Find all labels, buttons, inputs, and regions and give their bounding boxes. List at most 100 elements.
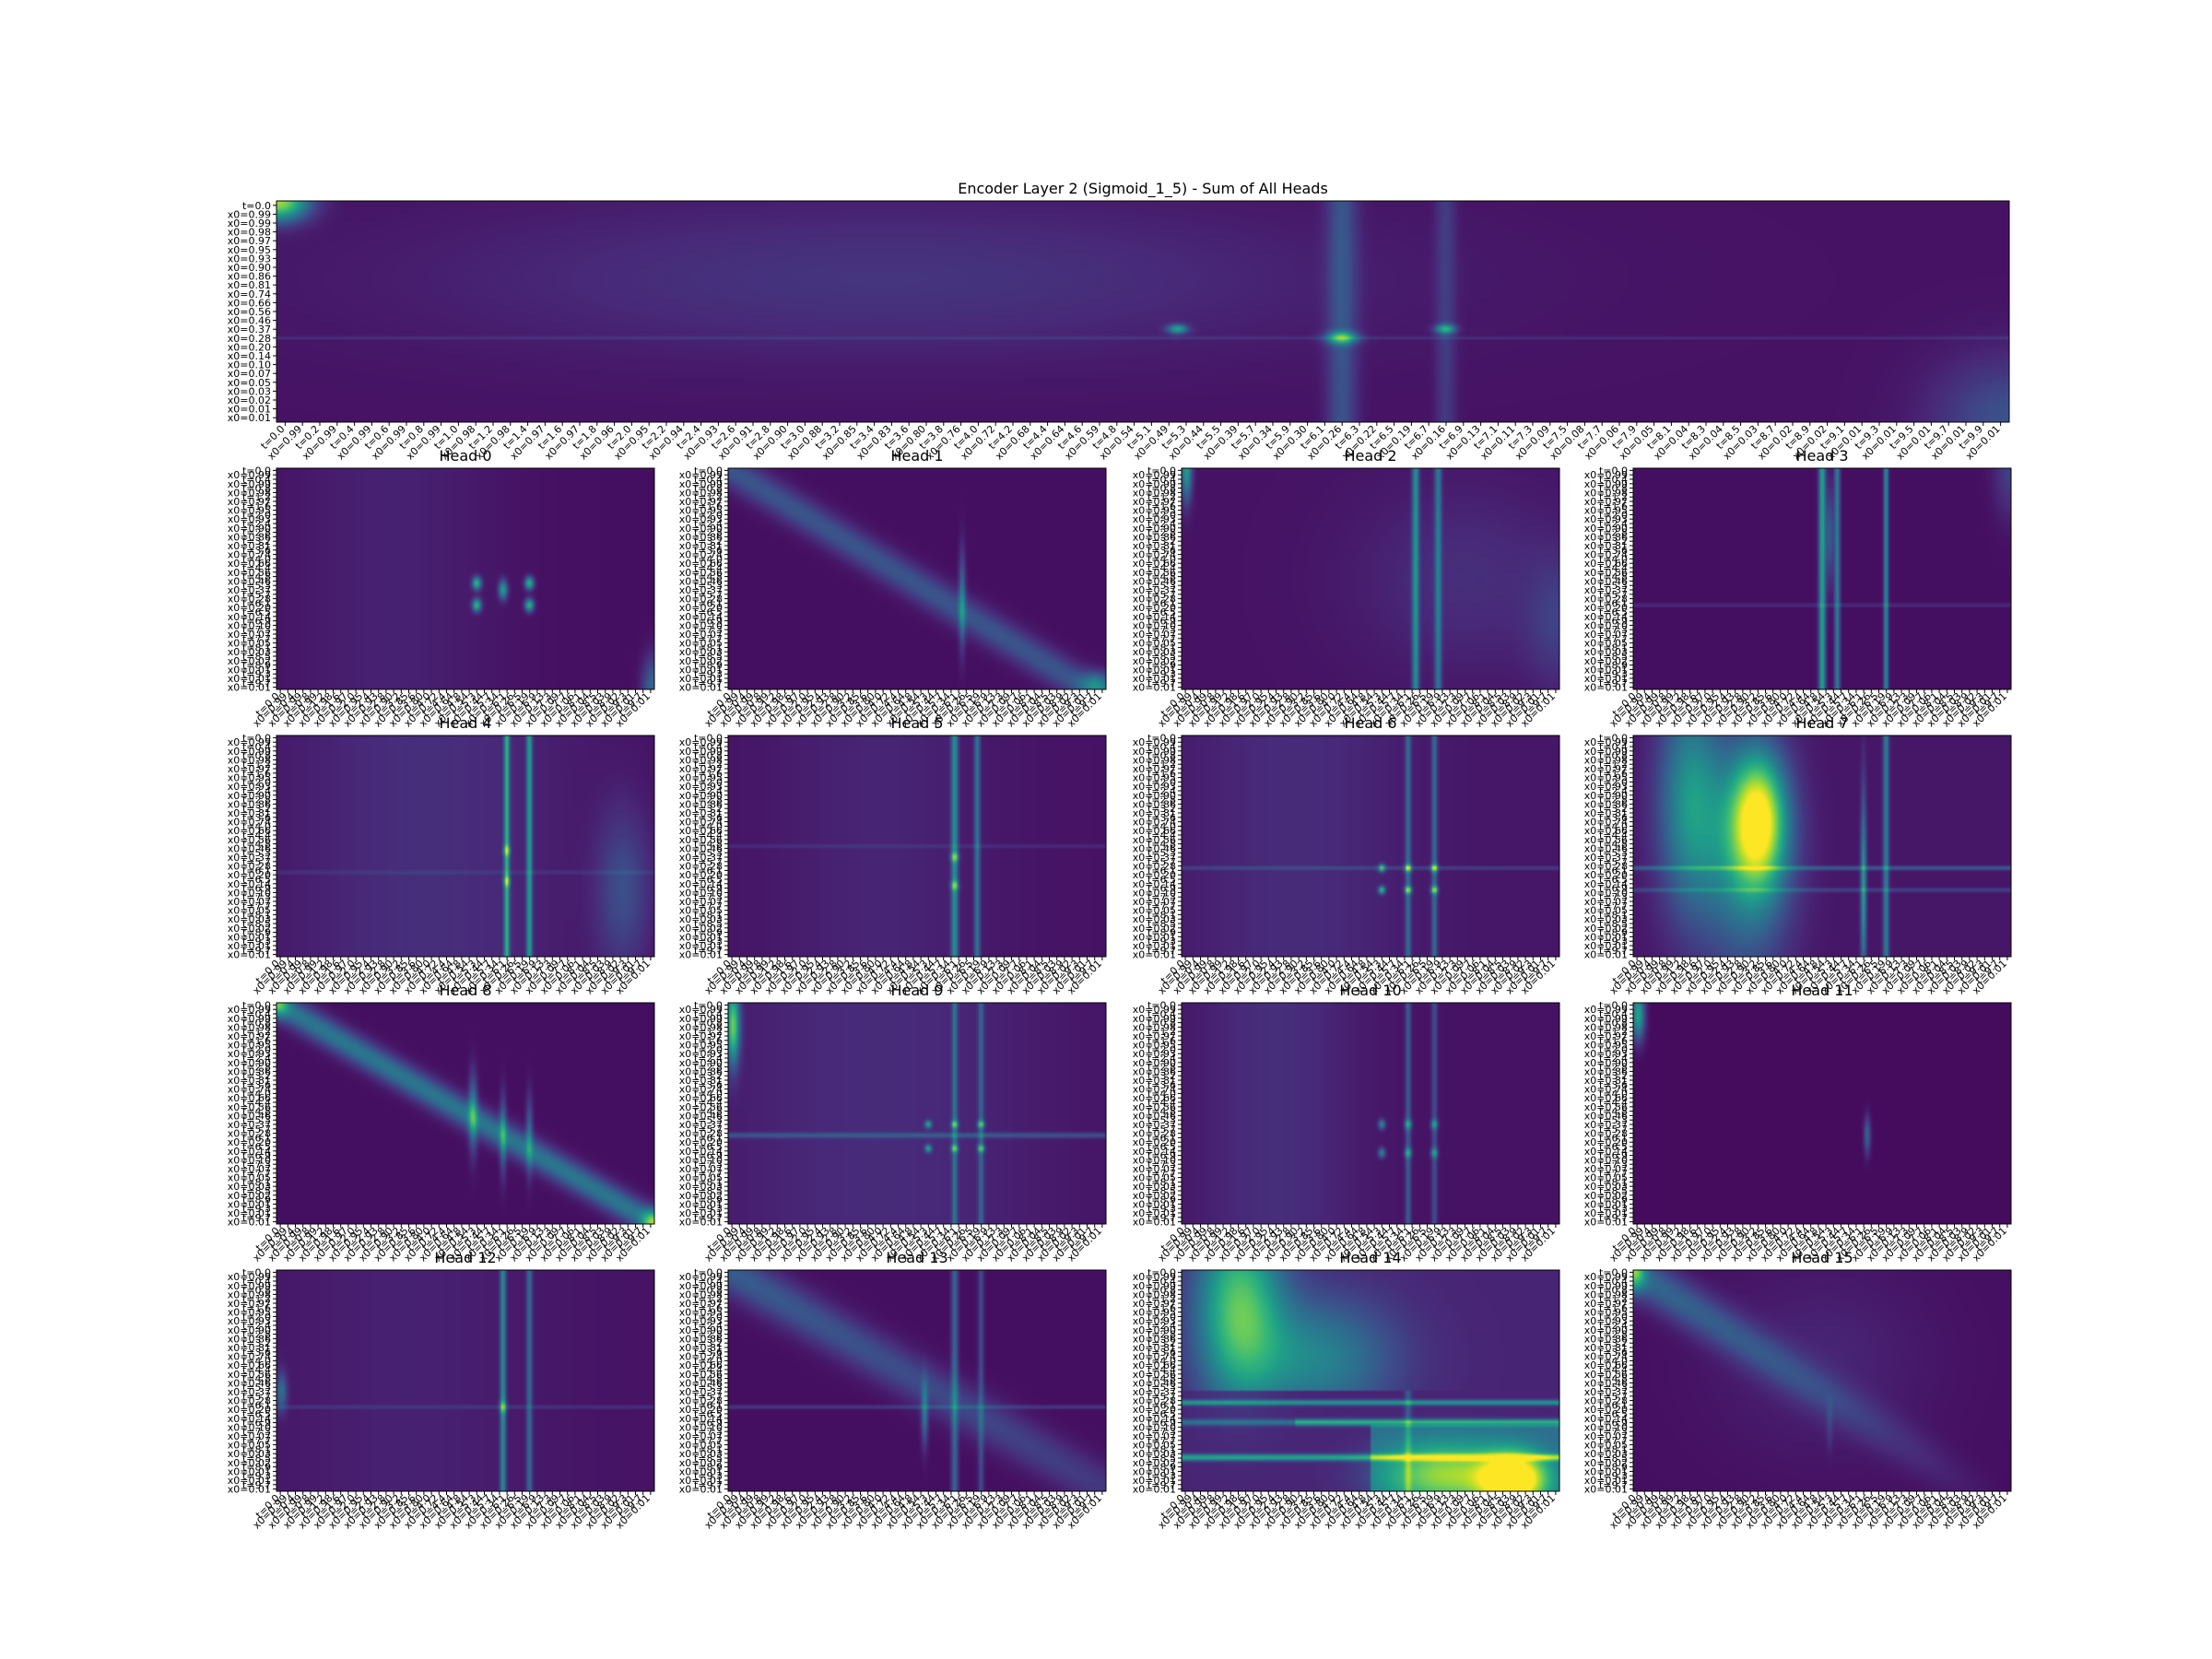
y-tick-label: x0=0.93 [1584, 513, 1628, 525]
panel-title: Head 15 [1791, 1249, 1853, 1266]
y-tick-label: t=9.3 [242, 668, 271, 680]
y-tick-label: x0=0.97 [228, 496, 271, 508]
y-tick-label: x0=0.01 [1584, 682, 1628, 694]
heatmap-image [1182, 735, 1559, 957]
y-tick-label: t=4.4 [1147, 562, 1176, 574]
y-tick-label: t=6.9 [242, 616, 271, 628]
y-tick-label: x0=0.97 [1133, 496, 1176, 508]
y-tick-label: t=3.6 [1147, 545, 1176, 557]
y-tick-label: x0=0.01 [1133, 1484, 1176, 1496]
y-tick-label: t=7.7 [242, 633, 271, 645]
y-tick-label: x0=0.10 [1133, 619, 1176, 631]
y-tick-label: x0=0.93 [679, 513, 723, 525]
heatmap-image [728, 1270, 1106, 1491]
y-tick-label: t=4.8 [242, 571, 271, 583]
y-tick-label: x0=0.28 [1584, 594, 1628, 606]
y-tick-label: x0=0.56 [1584, 567, 1628, 579]
panel-title: Encoder Layer 2 (Sigmoid_1_5) - Sum of A… [958, 180, 1328, 198]
panel-title: Head 2 [1344, 447, 1396, 465]
heatmap-panel-head-7: Head 7 t=0.0x0=0.99t=0.4x0=0.99t=0.8x0=0.… [1584, 714, 2012, 997]
y-tick-label: x0=0.81 [679, 540, 723, 552]
y-tick-label: t=6.9 [1147, 616, 1176, 628]
y-tick-label: x0=0.93 [1133, 513, 1176, 525]
heatmap-image [1182, 468, 1559, 689]
y-tick-label: x0=0.01 [1133, 682, 1176, 694]
y-tick-label: x0=0.01 [228, 682, 271, 694]
y-tick-label: t=7.3 [1147, 624, 1176, 636]
y-tick-label: x0=0.01 [1584, 1217, 1628, 1229]
y-tick-label: x0=0.90 [1584, 523, 1628, 535]
y-tick-label: x0=0.07 [1584, 629, 1628, 641]
y-tick-label: x0=0.95 [679, 505, 723, 517]
y-tick-label: t=6.5 [694, 606, 723, 618]
y-tick-label: x0=0.14 [1584, 611, 1628, 623]
y-tick-label: t=6.1 [694, 597, 723, 609]
y-tick-label: x0=0.99 [228, 208, 271, 220]
y-tick-label: t=0.0 [1599, 465, 1628, 477]
y-tick-label: x0=0.66 [679, 558, 723, 570]
y-tick-label: t=2.0 [242, 509, 271, 521]
y-tick-label: t=4.8 [1147, 571, 1176, 583]
y-tick-label: x0=0.66 [1133, 558, 1176, 570]
y-tick-label: t=2.4 [1147, 518, 1176, 530]
y-tick-label: t=5.3 [694, 580, 723, 592]
y-tick-label: x0=0.01 [228, 1484, 271, 1496]
y-tick-label: t=5.3 [1599, 580, 1628, 592]
heatmap-image [1633, 1003, 2011, 1224]
y-tick-label: t=6.1 [242, 597, 271, 609]
y-tick-label: x0=0.14 [228, 350, 271, 362]
y-tick-label: t=7.7 [1147, 633, 1176, 645]
heatmap-image [728, 735, 1106, 957]
y-tick-label: x0=0.02 [679, 655, 723, 667]
y-axis-ticks: t=0.0x0=0.99t=0.4x0=0.99t=0.8x0=0.98t=1.… [1133, 465, 1182, 694]
heatmap-image [1182, 1003, 1559, 1224]
y-tick-label: t=1.6 [1147, 500, 1176, 512]
y-tick-label: x0=0.99 [1584, 469, 1628, 481]
heatmap-panel-head-14: Head 14 t=0.0x0=0.99t=0.4x0=0.99t=0.8x0=0… [1133, 1249, 1560, 1532]
y-axis-ticks: t=0.0x0=0.99t=0.4x0=0.99t=0.8x0=0.98t=1.… [1584, 732, 1633, 961]
y-tick-label: t=6.1 [1147, 597, 1176, 609]
y-tick-label: t=0.0 [694, 465, 723, 477]
y-tick-label: t=7.7 [1599, 633, 1628, 645]
heatmap-image [276, 1003, 654, 1224]
y-tick-label: x0=0.01 [679, 1217, 723, 1229]
y-tick-label: x0=0.01 [679, 682, 723, 694]
y-tick-label: x0=0.14 [228, 611, 271, 623]
y-tick-label: t=4.4 [694, 562, 723, 574]
y-tick-label: x0=0.28 [228, 333, 271, 345]
y-tick-label: x0=0.20 [679, 602, 723, 614]
y-tick-label: t=2.4 [694, 518, 723, 530]
y-tick-label: t=8.1 [1147, 641, 1176, 653]
y-tick-label: t=0.4 [242, 474, 271, 486]
panel-title: Head 12 [434, 1249, 496, 1266]
y-tick-label: t=9.7 [242, 677, 271, 689]
y-axis-ticks: t=0.0x0=0.99t=0.4x0=0.99t=0.8x0=0.98t=1.… [679, 999, 728, 1229]
y-tick-label: x0=0.90 [679, 523, 723, 535]
y-tick-label: t=8.9 [1599, 660, 1628, 672]
y-tick-label: x0=0.90 [1133, 523, 1176, 535]
y-tick-label: t=7.7 [694, 633, 723, 645]
y-tick-label: x0=0.90 [228, 523, 271, 535]
y-tick-label: x0=0.37 [679, 584, 723, 596]
y-tick-label: t=8.5 [1599, 651, 1628, 663]
y-tick-label: x0=0.01 [228, 404, 271, 416]
y-axis-ticks: t=0.0x0=0.99t=0.4x0=0.99t=0.8x0=0.98t=1.… [1584, 1266, 1633, 1496]
y-tick-label: t=3.2 [694, 535, 723, 547]
heatmap-panel-head-9: Head 9 t=0.0x0=0.99t=0.4x0=0.99t=0.8x0=0.… [679, 982, 1107, 1265]
panel-title: Head 4 [439, 714, 491, 732]
y-axis-ticks: t=0.0x0=0.99t=0.4x0=0.99t=0.8x0=0.98t=1.… [228, 999, 276, 1229]
y-tick-label: x0=0.46 [1584, 575, 1628, 587]
y-tick-label: x0=0.95 [1133, 505, 1176, 517]
y-tick-label: x0=0.86 [1133, 531, 1176, 543]
y-tick-label: t=5.3 [1147, 580, 1176, 592]
y-tick-label: t=1.2 [694, 491, 723, 503]
y-tick-label: x0=0.56 [228, 567, 271, 579]
y-tick-label: x0=0.99 [1133, 469, 1176, 481]
x-axis-ticks: t=0.0x0=0.99t=0.4x0=0.99t=0.8x0=0.99t=1.… [251, 957, 653, 997]
y-tick-label: x0=0.01 [228, 664, 271, 676]
heatmap-image [1182, 1270, 1559, 1491]
panel-title: Head 10 [1339, 982, 1401, 999]
y-tick-label: x0=0.93 [228, 253, 271, 265]
y-tick-label: x0=0.05 [1133, 638, 1176, 650]
y-tick-label: x0=0.10 [679, 619, 723, 631]
